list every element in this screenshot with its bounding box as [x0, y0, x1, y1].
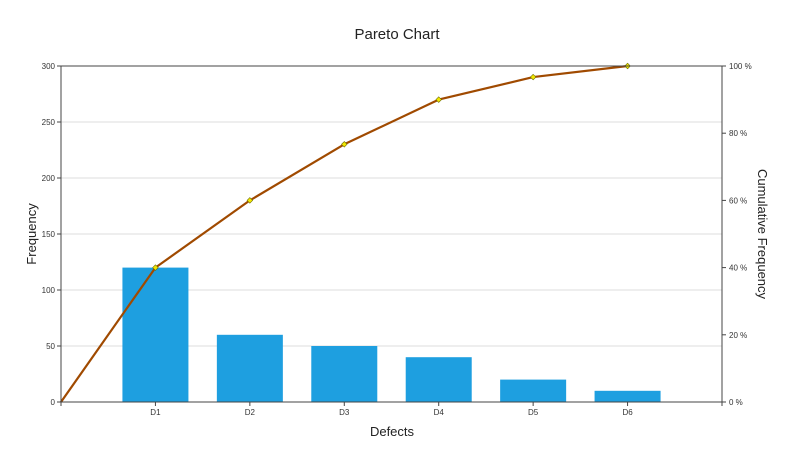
y-tick-label: 300 [42, 62, 56, 71]
x-tick-label: D6 [622, 408, 633, 417]
cumulative-point [246, 197, 254, 204]
y-tick-label: 200 [42, 174, 56, 183]
y2-tick-label: 20 % [729, 331, 747, 340]
x-axis-title: Defects [370, 424, 415, 439]
cumulative-point [341, 141, 348, 148]
cumulative-point [435, 96, 442, 103]
bar-D6 [594, 390, 661, 402]
y2-tick-label: 40 % [729, 264, 747, 273]
y2-tick-label: 0 % [729, 398, 743, 407]
y-tick-label: 150 [42, 230, 56, 239]
cumulative-point [152, 264, 159, 271]
cumulative-point [529, 73, 537, 81]
y-tick-label: 0 [51, 398, 56, 407]
bar-D1 [122, 267, 189, 402]
x-tick-label: D4 [434, 408, 445, 417]
bar-D2 [216, 334, 283, 402]
x-tick-label: D5 [528, 408, 539, 417]
y-tick-label: 250 [42, 118, 56, 127]
x-tick-label: D1 [150, 408, 161, 417]
y-tick-label: 50 [46, 342, 55, 351]
bar-D3 [311, 346, 378, 402]
tick-labels: 0 50 100 150 200 250 300 0 % 20 % 40 % 60 % 80 % 100… [42, 62, 752, 417]
bar-series [122, 267, 661, 402]
x-tick-label: D3 [339, 408, 350, 417]
y2-tick-label: 80 % [729, 129, 747, 138]
y2-tick-label: 100 % [729, 62, 752, 71]
bar-D5 [500, 379, 567, 402]
axes [57, 65, 726, 406]
chart-title: Pareto Chart [354, 26, 440, 43]
y2-tick-label: 60 % [729, 196, 747, 205]
y-tick-label: 100 [42, 286, 56, 295]
y2-axis-title: Cumulative Frequency [755, 169, 770, 300]
bar-D4 [405, 357, 472, 402]
x-tick-label: D2 [245, 408, 256, 417]
y-axis-title: Frequency [24, 203, 39, 265]
